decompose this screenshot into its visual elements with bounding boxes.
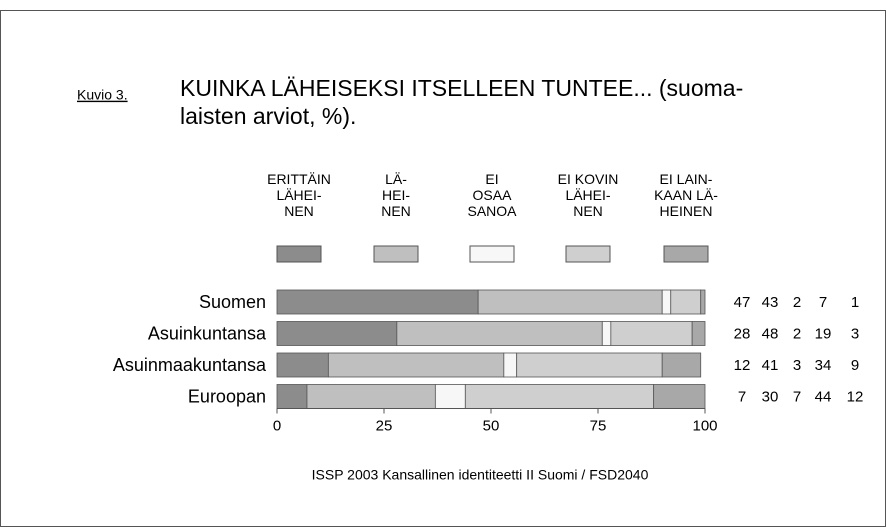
- value-label: 3: [851, 325, 859, 342]
- bar-segment: [610, 321, 693, 346]
- x-tick-label: 100: [692, 417, 717, 434]
- value-label: 43: [762, 294, 779, 311]
- x-tick-label: 25: [376, 417, 393, 434]
- value-label: 41: [762, 357, 779, 374]
- value-label: 3: [793, 357, 801, 374]
- bar-segment: [396, 321, 603, 346]
- bar-segment: [276, 384, 308, 409]
- value-label: 1: [851, 294, 859, 311]
- bar-segment: [661, 352, 702, 378]
- chart-title: KUINKA LÄHEISEKSI ITSELLEEN TUNTEE... (s…: [180, 75, 743, 101]
- legend-swatch: [565, 245, 611, 263]
- legend-label: EI KOVIN LÄHEI-NEN: [558, 171, 619, 219]
- chart-title: laisten arviot, %).: [180, 103, 356, 129]
- legend-swatch: [469, 245, 515, 263]
- x-tick-label: 75: [590, 417, 607, 434]
- value-label: 47: [734, 294, 751, 311]
- bar-segment: [327, 352, 505, 378]
- value-label: 7: [819, 294, 827, 311]
- x-tick-label: 50: [483, 417, 500, 434]
- x-tick-label: 0: [273, 417, 281, 434]
- bar-segment: [477, 289, 663, 315]
- value-label: 34: [815, 357, 832, 374]
- y-tick-label: Euroopan: [188, 386, 266, 406]
- source-note: ISSP 2003 Kansallinen identiteetti II Su…: [312, 467, 649, 483]
- legend-label: EI LAIN-KAAN LÄ-HEINEN: [654, 171, 718, 219]
- bar-segment: [661, 289, 672, 315]
- value-label: 12: [734, 357, 751, 374]
- value-label: 48: [762, 325, 779, 342]
- legend-label: ERITTÄIN LÄHEI-NEN: [267, 171, 331, 219]
- bar-segment: [464, 384, 655, 409]
- value-label: 28: [734, 325, 751, 342]
- value-label: 19: [815, 325, 832, 342]
- value-label: 7: [793, 388, 801, 405]
- y-tick-label: Asuinkuntansa: [148, 323, 267, 343]
- legend-label: LÄ-HEI-NEN: [381, 171, 411, 219]
- bar-segment: [276, 289, 479, 315]
- bar-segment: [434, 384, 466, 409]
- bar-segment: [306, 384, 436, 409]
- figure-label: Kuvio 3.: [77, 87, 128, 103]
- legend-swatch: [663, 245, 709, 263]
- y-tick-label: Suomen: [199, 292, 266, 312]
- legend-swatch: [276, 245, 322, 263]
- bar-segment: [691, 321, 706, 346]
- bar-segment: [601, 321, 612, 346]
- value-label: 30: [762, 388, 779, 405]
- legend-swatch: [373, 245, 419, 263]
- bar-segment: [670, 289, 702, 315]
- bar-segment: [276, 352, 329, 378]
- value-label: 9: [851, 357, 859, 374]
- value-label: 12: [847, 388, 864, 405]
- bar-segment: [276, 321, 398, 346]
- value-label: 2: [793, 294, 801, 311]
- value-label: 44: [815, 388, 832, 405]
- bar-segment: [516, 352, 663, 378]
- value-label: 7: [738, 388, 746, 405]
- bar-segment: [700, 289, 706, 315]
- legend-label: EI OSAA SANOA: [467, 171, 517, 219]
- value-label: 2: [793, 325, 801, 342]
- y-tick-label: Asuinmaakuntansa: [113, 355, 267, 375]
- bar-segment: [503, 352, 518, 378]
- bar-segment: [653, 384, 706, 409]
